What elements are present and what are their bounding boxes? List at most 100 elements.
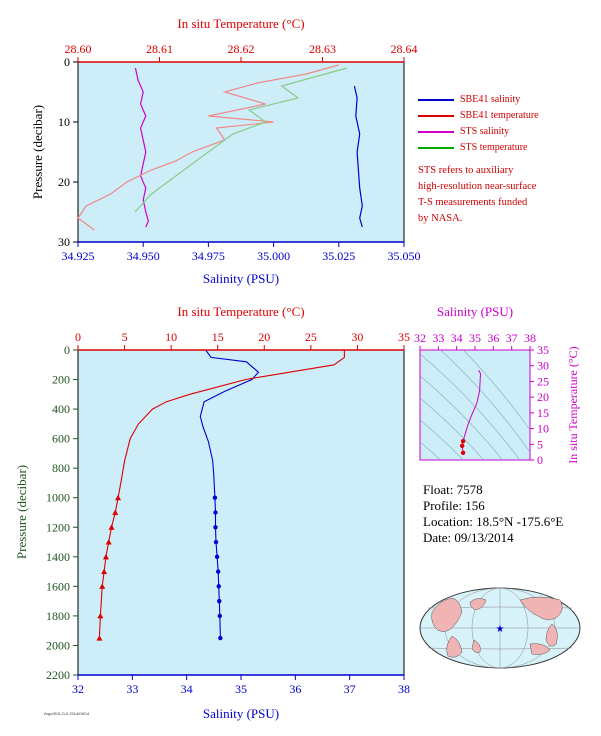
x2-tick-label: 28.60 bbox=[65, 42, 92, 56]
y-tick-label: 20 bbox=[58, 175, 70, 189]
density-contour bbox=[420, 375, 503, 460]
ts-data-point bbox=[460, 450, 466, 455]
float-id: Float: 7578 bbox=[423, 482, 483, 497]
x-tick-label: 38 bbox=[398, 682, 410, 696]
profile-number: Profile: 156 bbox=[423, 498, 485, 513]
x-tick-label: 34.950 bbox=[127, 249, 160, 263]
ts-data-point bbox=[460, 438, 466, 444]
bottom-data-point bbox=[112, 509, 119, 515]
ts-y-tick-label: 20 bbox=[537, 390, 549, 404]
top-series-line bbox=[134, 67, 150, 228]
bottom-data-point bbox=[102, 553, 109, 560]
ts-series bbox=[459, 369, 482, 455]
top-axes: 34.925 34.950 34.975 35.000 35.025 35.050 28.6… bbox=[58, 42, 421, 263]
legend-swatch bbox=[418, 115, 454, 117]
world-map: ★ bbox=[419, 587, 581, 669]
bottom-series bbox=[96, 349, 345, 641]
legend-label: SBE41 salinity bbox=[460, 94, 521, 105]
ts-y-tick-label: 30 bbox=[537, 359, 549, 373]
bottom-data-point bbox=[216, 584, 221, 589]
y-tick-label: 400 bbox=[52, 402, 70, 416]
x2-tick-label: 15 bbox=[212, 330, 224, 344]
y-tick-label: 1000 bbox=[46, 491, 70, 505]
x2-tick-label: 25 bbox=[305, 330, 317, 344]
ts-y-tick-label: 25 bbox=[537, 374, 549, 388]
ts-y-tick-label: 0 bbox=[537, 453, 543, 467]
x-tick-label: 32 bbox=[72, 682, 84, 696]
ts-x-tick-label: 32 bbox=[414, 331, 426, 345]
density-contour bbox=[440, 350, 530, 453]
legend-swatch bbox=[418, 99, 454, 101]
bottom-data-point bbox=[213, 539, 219, 545]
x2-tick-label: 0 bbox=[75, 330, 81, 344]
bottom-data-point bbox=[108, 524, 115, 530]
panel-bottom: 32 33 34 35 36 37 38 0 5 10 15 20 25 30 35 0 200 400 600 80… bbox=[14, 304, 410, 721]
ts-x-tick-label: 35 bbox=[469, 331, 481, 345]
location: Location: 18.5°N -175.6°E bbox=[423, 514, 564, 529]
bottom-data-point bbox=[96, 635, 103, 641]
density-contour bbox=[420, 353, 521, 460]
note-line: by NASA. bbox=[418, 213, 463, 224]
x-tick-label: 36 bbox=[289, 682, 301, 696]
ts-x-label: Salinity (PSU) bbox=[437, 304, 513, 319]
x2-tick-label: 35 bbox=[398, 330, 410, 344]
ts-data-point bbox=[459, 443, 465, 449]
x2-tick-label: 30 bbox=[351, 330, 363, 344]
density-contour bbox=[462, 350, 530, 431]
bottom-data-point bbox=[217, 613, 223, 619]
ts-y-tick-label: 5 bbox=[537, 437, 543, 451]
top-x2-label: In situ Temperature (°C) bbox=[177, 16, 304, 31]
note-line: STS refers to auxiliary bbox=[418, 165, 514, 176]
x2-tick-label: 28.64 bbox=[391, 42, 418, 56]
y-tick-label: 1200 bbox=[46, 520, 70, 534]
ts-y-tick-label: 15 bbox=[537, 406, 549, 420]
x-tick-label: 33 bbox=[126, 682, 138, 696]
x2-tick-label: 20 bbox=[258, 330, 270, 344]
ts-x-tick-label: 38 bbox=[524, 331, 536, 345]
x2-tick-label: 28.62 bbox=[228, 42, 255, 56]
bottom-data-point bbox=[213, 510, 218, 515]
bottom-data-point bbox=[105, 539, 112, 545]
density-contour bbox=[420, 397, 485, 460]
ts-y-label: In situ Temperature (°C) bbox=[566, 346, 580, 463]
ts-line bbox=[461, 369, 482, 453]
bottom-y-label: Pressure (decibar) bbox=[14, 465, 29, 559]
bottom-data-point bbox=[97, 612, 104, 619]
ts-y-tick-label: 10 bbox=[537, 422, 549, 436]
x-tick-label: 35 bbox=[235, 682, 247, 696]
x2-tick-label: 10 bbox=[165, 330, 177, 344]
legend-swatch bbox=[418, 147, 454, 149]
top-series-line bbox=[134, 67, 348, 213]
legend-label: SBE41 temperature bbox=[460, 110, 539, 121]
x-tick-label: 34.925 bbox=[62, 249, 95, 263]
x2-tick-label: 5 bbox=[122, 330, 128, 344]
bottom-series-line bbox=[199, 349, 260, 639]
y-tick-label: 0 bbox=[64, 55, 70, 69]
ts-x-tick-label: 33 bbox=[432, 331, 444, 345]
legend-label: STS temperature bbox=[460, 142, 528, 153]
bottom-data-point bbox=[115, 494, 122, 501]
bottom-x2-label: In situ Temperature (°C) bbox=[177, 304, 304, 319]
map-land bbox=[431, 596, 563, 658]
top-series-line bbox=[353, 85, 363, 228]
y-tick-label: 200 bbox=[52, 373, 70, 387]
y-tick-label: 30 bbox=[58, 235, 70, 249]
y-tick-label: 1400 bbox=[46, 550, 70, 564]
ts-x-tick-label: 37 bbox=[506, 331, 518, 345]
credit-text: Argo/SOLO-II 2014/09/14 bbox=[44, 711, 90, 716]
density-contour bbox=[420, 441, 441, 460]
bottom-data-point bbox=[215, 569, 221, 574]
panel-top: 34.925 34.950 34.975 35.000 35.025 35.050 28.6… bbox=[30, 16, 421, 286]
bottom-axes: 32 33 34 35 36 37 38 0 5 10 15 20 25 30 35 0 200 400 600 80… bbox=[46, 330, 410, 696]
bottom-data-point bbox=[101, 568, 108, 575]
bottom-data-point bbox=[217, 598, 222, 604]
legend-label: STS salinity bbox=[460, 126, 510, 137]
bottom-data-point bbox=[212, 495, 218, 500]
y-tick-label: 1600 bbox=[46, 579, 70, 593]
top-x-label: Salinity (PSU) bbox=[203, 271, 279, 286]
bottom-data-point bbox=[218, 635, 223, 641]
bottom-plot-area bbox=[77, 349, 405, 676]
